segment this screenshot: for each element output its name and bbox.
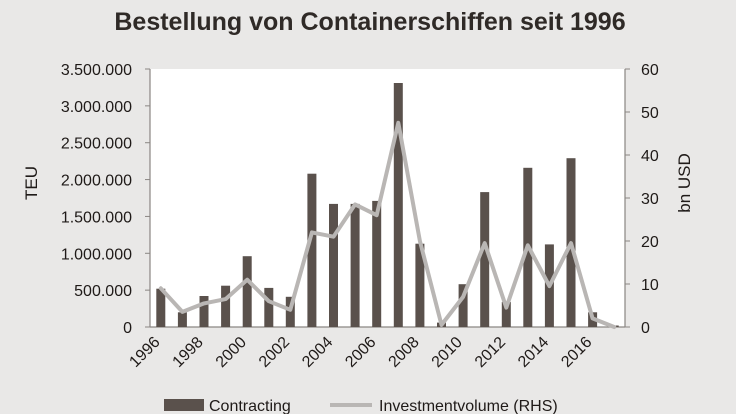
y-axis-right-label: bn USD [675, 153, 694, 213]
y-left-tick-label: 3.000.000 [61, 99, 132, 116]
x-tick-label: 1996 [126, 334, 163, 371]
line-group [158, 120, 617, 329]
legend-investment-label: Investmentvolume (RHS) [379, 398, 558, 414]
y-left-tick-label: 0 [123, 320, 132, 337]
bar-contracting-2005 [350, 203, 360, 327]
bar-contracting-1998 [199, 296, 209, 327]
y-left-tick-label: 500.000 [74, 283, 132, 300]
legend-contracting-label: Contracting [209, 398, 291, 414]
y-axis-left-label: TEU [22, 166, 41, 200]
bar-contracting-2012 [501, 301, 511, 327]
y-right-tick-label: 10 [641, 277, 659, 294]
bar-contracting-2010 [458, 284, 468, 327]
x-tick-label: 2016 [558, 334, 595, 371]
bar-contracting-1996 [156, 288, 166, 327]
y-right-tick-label: 20 [641, 234, 659, 251]
y-right-tick-label: 50 [641, 105, 659, 122]
y-left-tick-label: 3.500.000 [61, 62, 132, 79]
x-tick-label: 2002 [256, 334, 293, 371]
bar-contracting-2007 [393, 83, 403, 327]
y-right-tick-label: 30 [641, 191, 659, 208]
legend: Contracting Investmentvolume (RHS) [164, 398, 558, 414]
x-tick-label: 2008 [386, 334, 423, 371]
chart-title: Bestellung von Containerschiffen seit 19… [114, 8, 625, 36]
y-right-tick-label: 40 [641, 148, 659, 165]
bar-contracting-1997 [177, 312, 187, 327]
x-tick-label: 2006 [342, 334, 379, 371]
x-tick-label: 2000 [213, 334, 250, 371]
y-right-tick-label: 60 [641, 62, 659, 79]
bar-contracting-2003 [307, 173, 317, 327]
y-left-tick-label: 1.000.000 [61, 246, 132, 263]
right-axis-ticks: 0 10 20 30 40 50 60 [625, 62, 659, 337]
bar-contracting-2006 [372, 200, 382, 327]
bar-contracting-2000 [242, 256, 252, 327]
x-tick-label: 2004 [299, 334, 336, 371]
left-axis-ticks: 0 500.000 1.000.000 1.500.000 2.000.000 2.500… [61, 62, 150, 337]
bar-contracting-2011 [480, 192, 490, 327]
x-tick-label: 2014 [515, 334, 552, 371]
legend-contracting-swatch [164, 399, 204, 411]
x-axis-ticks: 1996 1998 2000 2002 2004 2006 2008 2010 2012 2014… [126, 334, 595, 371]
x-tick-label: 2012 [472, 334, 509, 371]
bar-contracting-2008 [415, 243, 425, 327]
bar-contracting-2004 [329, 203, 338, 327]
bar-contracting-2001 [264, 287, 274, 327]
y-right-tick-label: 0 [641, 320, 650, 337]
line-investmentvolume [158, 120, 617, 329]
bar-contracting-1999 [221, 285, 231, 327]
bar-contracting-2002 [285, 296, 295, 327]
y-left-tick-label: 2.500.000 [61, 136, 132, 153]
x-tick-label: 2010 [429, 334, 466, 371]
x-tick-label: 1998 [170, 334, 207, 371]
y-left-tick-label: 2.000.000 [61, 173, 132, 190]
y-left-tick-label: 1.500.000 [61, 209, 132, 226]
